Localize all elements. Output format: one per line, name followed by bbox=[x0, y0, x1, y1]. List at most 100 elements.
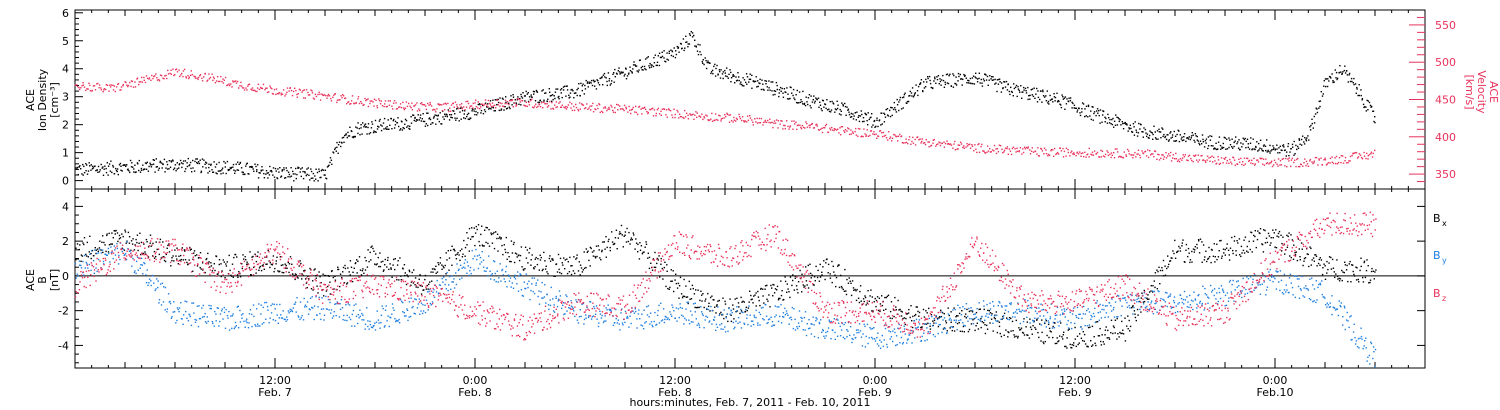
density-point bbox=[463, 113, 465, 115]
bx-point bbox=[436, 271, 439, 273]
density-point bbox=[876, 119, 878, 121]
density-point bbox=[734, 82, 736, 84]
bx-point bbox=[152, 242, 154, 245]
density-point bbox=[571, 88, 573, 91]
density-point bbox=[1223, 136, 1225, 139]
bx-point bbox=[225, 265, 228, 267]
velocity-point bbox=[751, 119, 753, 121]
bx-point bbox=[716, 304, 718, 306]
bx-point bbox=[1202, 244, 1205, 246]
density-point bbox=[1171, 136, 1174, 138]
velocity-point bbox=[180, 74, 182, 76]
density-point bbox=[645, 68, 647, 71]
bx-point bbox=[943, 313, 945, 315]
bx-point bbox=[1104, 334, 1106, 336]
velocity-point bbox=[989, 151, 992, 153]
density-point bbox=[1312, 127, 1314, 129]
density-point bbox=[1127, 130, 1129, 132]
velocity-point bbox=[710, 118, 712, 120]
velocity-point bbox=[162, 77, 164, 79]
density-point bbox=[166, 163, 169, 166]
velocity-point bbox=[1193, 154, 1195, 157]
bx-point bbox=[777, 299, 780, 301]
bx-point bbox=[1232, 249, 1234, 252]
bx-point bbox=[1047, 323, 1050, 326]
bx-point bbox=[871, 296, 873, 298]
velocity-point bbox=[1309, 160, 1311, 162]
velocity-point bbox=[136, 77, 139, 79]
velocity-point bbox=[226, 84, 228, 87]
bx-point bbox=[1018, 327, 1020, 329]
bx-point bbox=[1062, 338, 1064, 340]
density-point bbox=[304, 172, 306, 174]
density-point bbox=[463, 117, 465, 119]
velocity-point bbox=[604, 107, 607, 109]
velocity-point bbox=[256, 90, 258, 93]
bx-point bbox=[1169, 260, 1172, 262]
velocity-point bbox=[619, 108, 622, 110]
density-point bbox=[306, 168, 308, 170]
density-point bbox=[788, 98, 790, 100]
velocity-point bbox=[641, 113, 643, 115]
density-point bbox=[872, 124, 874, 126]
bx-point bbox=[914, 314, 916, 317]
density-point bbox=[829, 100, 831, 103]
velocity-point bbox=[266, 91, 269, 94]
density-point bbox=[677, 47, 679, 49]
velocity-point bbox=[153, 75, 155, 78]
velocity-point bbox=[441, 109, 444, 112]
velocity-point bbox=[1139, 154, 1141, 156]
bx-point bbox=[993, 317, 996, 319]
bx-point bbox=[87, 256, 89, 258]
bx-point bbox=[312, 289, 314, 291]
bx-point bbox=[854, 288, 856, 291]
bx-point bbox=[205, 258, 207, 261]
velocity-point bbox=[357, 96, 360, 98]
density-point bbox=[985, 74, 987, 76]
density-point bbox=[792, 88, 795, 91]
density-point bbox=[749, 78, 752, 80]
density-point bbox=[1069, 97, 1072, 99]
velocity-point bbox=[1104, 156, 1106, 158]
velocity-point bbox=[764, 121, 766, 123]
density-point bbox=[1263, 144, 1265, 146]
bx-point bbox=[813, 276, 816, 278]
velocity-point bbox=[829, 127, 831, 129]
bx-point bbox=[973, 318, 975, 320]
density-point bbox=[607, 72, 610, 74]
density-point bbox=[981, 85, 984, 87]
density-point bbox=[691, 36, 694, 38]
density-point bbox=[1258, 142, 1260, 145]
density-point bbox=[1213, 147, 1216, 149]
velocity-point bbox=[182, 70, 185, 72]
bx-point bbox=[991, 313, 993, 315]
velocity-point bbox=[683, 109, 686, 112]
density-point bbox=[1306, 137, 1308, 139]
density-point bbox=[107, 165, 110, 167]
density-point bbox=[746, 76, 749, 78]
density-point bbox=[155, 158, 157, 160]
velocity-point bbox=[682, 116, 684, 119]
bx-point bbox=[1332, 267, 1335, 269]
velocity-point bbox=[1050, 148, 1053, 151]
velocity-point bbox=[640, 108, 642, 110]
velocity-point bbox=[419, 109, 421, 112]
velocity-point bbox=[1236, 163, 1239, 165]
bx-point bbox=[867, 290, 869, 292]
bx-point bbox=[394, 268, 396, 271]
velocity-point bbox=[406, 105, 409, 108]
bx-point bbox=[645, 241, 647, 243]
bx-point bbox=[255, 260, 258, 263]
bx-point bbox=[876, 296, 879, 298]
bx-point bbox=[324, 274, 327, 277]
velocity-point bbox=[668, 108, 670, 110]
bx-point bbox=[774, 288, 777, 290]
density-point bbox=[903, 93, 906, 96]
velocity-point bbox=[627, 111, 629, 113]
bx-point bbox=[881, 295, 883, 297]
density-point bbox=[813, 102, 816, 104]
density-point bbox=[137, 163, 139, 165]
bx-point bbox=[258, 267, 261, 269]
velocity-point bbox=[968, 143, 970, 146]
density-point bbox=[172, 160, 174, 162]
